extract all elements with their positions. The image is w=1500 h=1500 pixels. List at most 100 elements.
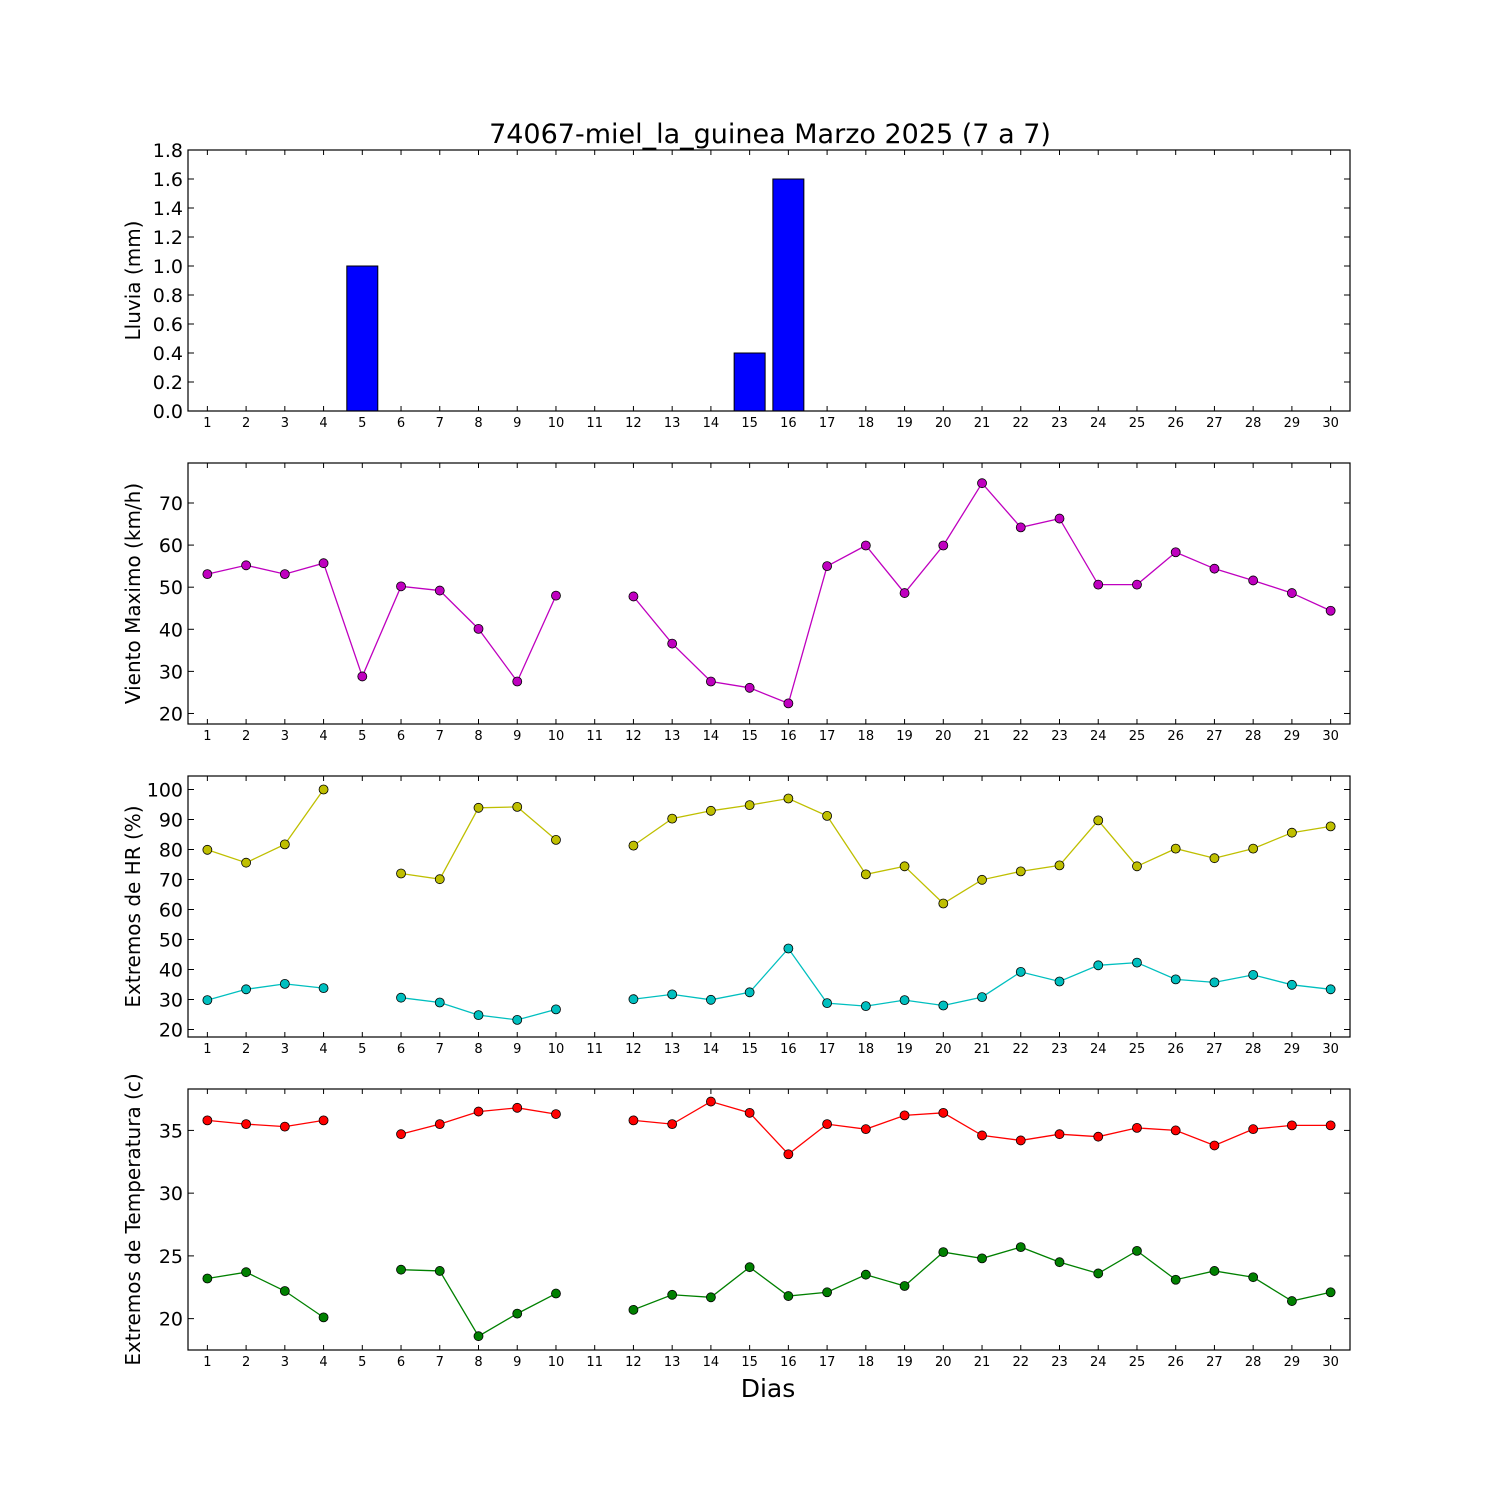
y-axis-label: Lluvia (mm)	[121, 221, 145, 341]
data-point	[396, 581, 406, 592]
data-point	[706, 994, 716, 1005]
data-point	[1132, 579, 1142, 590]
x-tick-label: 28	[1245, 1042, 1262, 1057]
y-tick-label: 50	[159, 930, 183, 952]
y-tick-label: 30	[159, 661, 183, 683]
y-tick-label: 20	[159, 703, 183, 725]
rain-bar	[346, 265, 379, 412]
data-point	[783, 1291, 794, 1301]
x-tick-label: 17	[819, 1042, 836, 1057]
data-point	[1287, 979, 1297, 990]
plot-frame	[187, 149, 1351, 412]
series-line	[207, 1271, 324, 1318]
series-line	[207, 562, 557, 683]
data-point	[783, 793, 794, 804]
data-point	[202, 569, 213, 580]
data-point	[783, 1149, 794, 1160]
data-point	[318, 983, 329, 993]
data-point	[667, 813, 678, 824]
data-point	[1054, 860, 1065, 871]
x-tick-label: 23	[1051, 416, 1068, 431]
data-point	[1054, 976, 1065, 987]
data-point	[1248, 1124, 1259, 1135]
data-point	[551, 835, 561, 845]
data-point	[860, 1269, 871, 1280]
data-point	[744, 800, 755, 810]
x-tick-label: 22	[1012, 1042, 1029, 1057]
x-tick-label: 9	[513, 1042, 521, 1057]
data-point	[512, 802, 523, 812]
data-point	[1170, 843, 1181, 854]
x-tick-label: 8	[474, 1042, 482, 1057]
x-tick-label: 23	[1051, 729, 1068, 744]
series-line	[632, 482, 1331, 705]
data-point	[551, 590, 561, 601]
x-tick-label: 6	[397, 729, 405, 744]
data-point	[1132, 957, 1142, 968]
x-tick-label: 19	[896, 1355, 913, 1370]
series-line	[633, 1100, 1331, 1156]
y-tick-label: 0.8	[153, 285, 183, 307]
data-point	[357, 671, 368, 682]
y-tick-label: 30	[159, 1183, 183, 1205]
x-tick-label: 21	[974, 729, 991, 744]
data-point	[1170, 1125, 1181, 1136]
x-tick-label: 26	[1167, 1042, 1184, 1057]
y-tick-label: 20	[159, 1309, 183, 1331]
x-tick-label: 27	[1206, 1355, 1223, 1370]
x-tick-label: 7	[436, 416, 444, 431]
x-tick-label: 15	[741, 1355, 758, 1370]
x-tick-label: 24	[1090, 416, 1107, 431]
x-tick-label: 9	[513, 729, 521, 744]
data-point	[1209, 853, 1220, 864]
data-point	[628, 840, 639, 851]
data-point	[473, 1106, 484, 1117]
y-tick-label: 80	[159, 840, 183, 862]
x-tick-label: 2	[242, 1042, 250, 1057]
data-point	[1093, 1131, 1104, 1142]
x-tick-label: 14	[703, 1042, 720, 1057]
x-tick-label: 15	[741, 729, 758, 744]
data-point	[1170, 1274, 1181, 1285]
series-line	[207, 1119, 324, 1128]
series-line	[633, 797, 1331, 905]
x-tick-label: 27	[1206, 729, 1223, 744]
x-tick-label: 28	[1245, 729, 1262, 744]
x-tick-label: 10	[548, 1355, 565, 1370]
data-point	[783, 698, 794, 709]
data-point	[279, 569, 290, 580]
x-tick-label: 29	[1284, 729, 1301, 744]
y-tick-label: 0.6	[153, 314, 183, 336]
y-tick-label: 70	[159, 870, 183, 892]
series-line	[401, 1269, 557, 1338]
x-tick-label: 16	[780, 729, 797, 744]
data-point	[241, 560, 252, 571]
data-point	[744, 1262, 755, 1273]
x-tick-label: 7	[436, 1042, 444, 1057]
x-tick-label: 25	[1129, 416, 1146, 431]
x-tick-label: 22	[1012, 1355, 1029, 1370]
data-point	[1132, 1245, 1142, 1256]
x-tick-label: 30	[1322, 1042, 1339, 1057]
x-tick-label: 23	[1051, 1355, 1068, 1370]
data-point	[628, 994, 639, 1005]
x-axis-label: Dias	[741, 1374, 796, 1403]
data-point	[1287, 588, 1297, 598]
data-point	[1248, 1272, 1259, 1283]
x-tick-label: 30	[1322, 1355, 1339, 1370]
x-tick-label: 15	[741, 416, 758, 431]
y-tick-label: 20	[159, 1020, 183, 1042]
x-tick-label: 4	[319, 1355, 327, 1370]
data-point	[551, 1109, 561, 1119]
data-point	[783, 943, 794, 954]
x-tick-label: 12	[625, 729, 642, 744]
x-tick-label: 28	[1245, 416, 1262, 431]
data-point	[1054, 513, 1065, 524]
x-tick-label: 8	[474, 729, 482, 744]
x-tick-label: 5	[358, 416, 366, 431]
y-tick-label: 0.4	[153, 343, 183, 365]
data-point	[899, 1110, 910, 1121]
